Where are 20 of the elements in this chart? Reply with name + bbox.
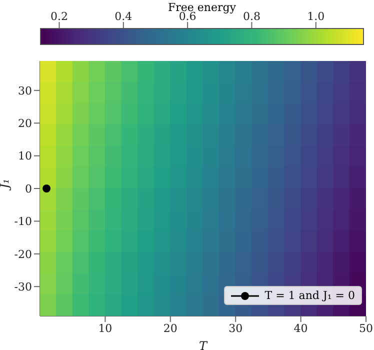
color-bar-label: 1.0 xyxy=(307,10,325,23)
color-bar-label: 0.2 xyxy=(50,10,68,23)
color-bar-label: 0.6 xyxy=(178,10,196,23)
x-tick-label: 20 xyxy=(163,322,178,335)
y-tick-label: 30 xyxy=(18,84,32,98)
x-tick-label: 30 xyxy=(228,322,243,335)
legend-label: T = 1 and J₁ = 0 xyxy=(264,289,355,302)
x-tick-label: 40 xyxy=(294,322,308,335)
y-tick-label: -10 xyxy=(14,215,32,228)
color-bar-label: 0.4 xyxy=(114,10,132,23)
y-tick-label: -30 xyxy=(14,280,32,294)
x-tick-label: 10 xyxy=(98,322,112,335)
y-tick-label: 20 xyxy=(18,117,32,130)
x-tick-label: 50 xyxy=(359,322,373,335)
y-tick-label: 0 xyxy=(25,182,32,196)
y-tick-label: 10 xyxy=(18,150,32,163)
y-axis-title: J₁ xyxy=(0,178,12,192)
x-axis-title: T xyxy=(198,339,208,350)
y-tick-label: -20 xyxy=(14,248,32,261)
color-bar-label: 0.8 xyxy=(242,10,260,23)
